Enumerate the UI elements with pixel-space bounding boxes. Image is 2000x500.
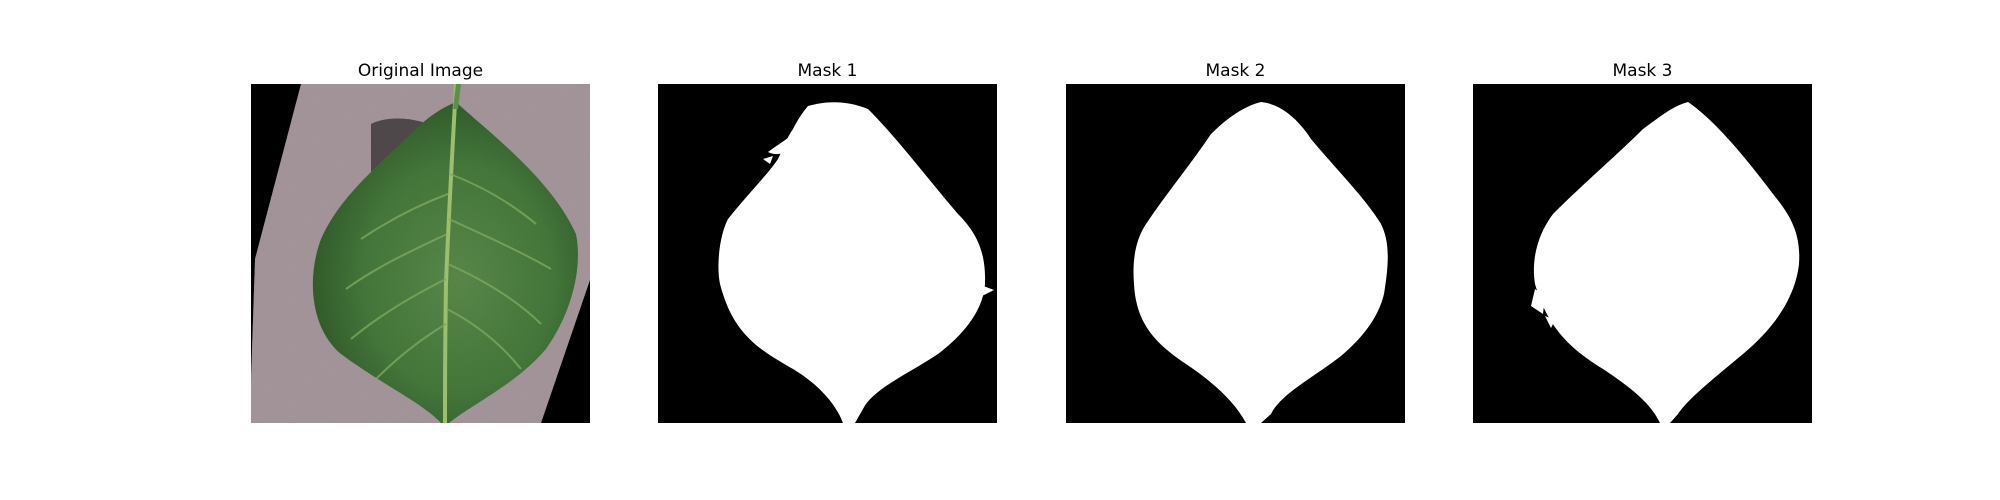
original-leaf-photo (251, 84, 590, 423)
panel-mask-1: Mask 1 (658, 58, 997, 423)
panel-mask-3: Mask 3 (1473, 58, 1812, 423)
mask-3-image (1473, 84, 1812, 423)
panel-title: Mask 1 (658, 58, 997, 84)
panel-original-image: Original Image (251, 58, 590, 423)
panel-title: Mask 3 (1473, 58, 1812, 84)
mask-2-image (1066, 84, 1405, 423)
panel-title: Mask 2 (1066, 58, 1405, 84)
mask-1-image (658, 84, 997, 423)
panel-mask-2: Mask 2 (1066, 58, 1405, 423)
panel-title: Original Image (251, 58, 590, 84)
